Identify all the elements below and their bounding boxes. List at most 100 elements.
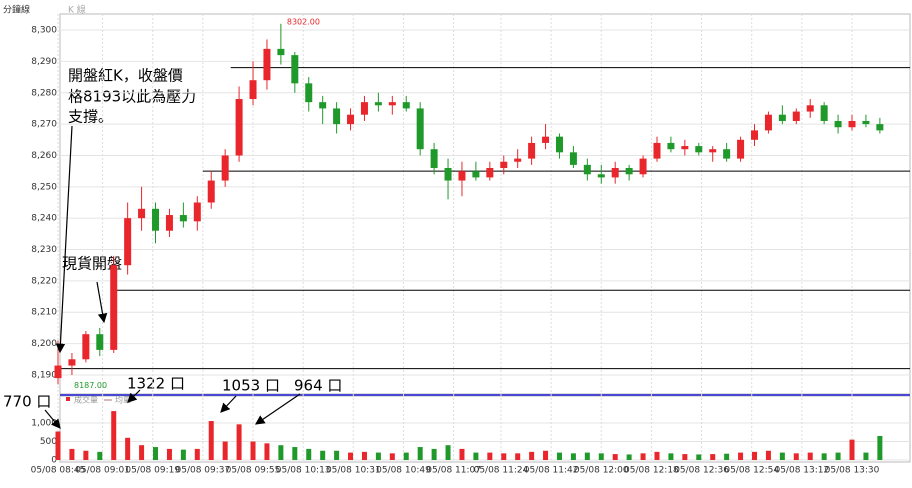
candle-body — [500, 161, 508, 169]
volume-bar — [515, 453, 521, 460]
candle-body — [333, 108, 341, 125]
candle-body — [751, 130, 758, 140]
arrows — [44, 125, 301, 429]
volume-bar — [320, 450, 326, 460]
candle-body — [402, 102, 410, 109]
volume-bar — [752, 451, 757, 460]
volume-bar — [278, 445, 284, 460]
candle-body — [806, 105, 814, 112]
x-tick-label: 05/08 12:54 — [724, 466, 779, 476]
candle-body — [667, 142, 675, 150]
candle-body — [207, 180, 215, 203]
volume-bar — [807, 452, 813, 460]
arrow — [96, 281, 108, 324]
candle-body — [249, 80, 257, 100]
high-label: 8302.00 — [287, 17, 320, 26]
candle-body — [681, 146, 689, 150]
candle-body — [388, 102, 396, 106]
volume-bar — [208, 421, 214, 460]
candle-body — [110, 265, 118, 350]
annotation: 964 口 — [294, 377, 342, 395]
volume-bar — [445, 445, 451, 460]
x-tick-label: 05/08 12:00 — [574, 466, 629, 476]
volume-bar — [849, 439, 855, 460]
candle-body — [876, 124, 884, 131]
y-tick-label: 8,290 — [31, 57, 57, 67]
header-tab[interactable]: K 線 — [68, 4, 86, 16]
volume-bar — [111, 411, 117, 460]
arrow — [127, 389, 141, 403]
volume-bar — [431, 448, 437, 460]
volume-bar — [222, 441, 228, 460]
candle-body — [639, 158, 647, 175]
candle-body — [820, 105, 828, 121]
candle-body — [444, 168, 452, 181]
x-tick-label: 05/08 09:01 — [75, 466, 130, 476]
volume-bar — [487, 452, 493, 460]
volume-bar — [292, 447, 298, 460]
volume-frame — [59, 395, 911, 463]
volume-bar — [417, 447, 423, 460]
candle-body — [778, 114, 786, 121]
volume-bar — [459, 448, 465, 460]
arrow — [44, 409, 61, 429]
candle-body — [862, 120, 870, 125]
candle-body — [764, 114, 772, 131]
candle-body — [221, 155, 229, 181]
volume-bar — [529, 451, 535, 460]
x-tick-label: 05/08 10:49 — [376, 466, 431, 476]
y-tick-label: 1,000 — [31, 419, 57, 429]
candle-body — [138, 208, 146, 219]
volume-bar — [640, 453, 646, 460]
annotation: 開盤紅K，收盤價 — [68, 67, 183, 85]
annotation: 1322 口 — [127, 375, 185, 393]
x-tick-label: 05/08 09:19 — [125, 466, 180, 476]
volume-bar — [696, 454, 702, 460]
volume-bar — [626, 454, 632, 460]
low-label: 8187.00 — [74, 381, 107, 390]
candle-body — [68, 359, 76, 366]
candle-body — [709, 149, 717, 153]
arrow — [220, 395, 237, 413]
y-tick-label: 8,260 — [31, 151, 57, 161]
candle-body — [625, 168, 633, 175]
candle-body — [723, 149, 731, 159]
volume-bar — [710, 454, 716, 460]
x-tick-label: 05/08 13:12 — [774, 466, 829, 476]
arrow — [255, 393, 301, 425]
annotation: 現貨開盤 — [62, 255, 122, 273]
volume-bar — [83, 450, 89, 460]
candle-body — [430, 149, 438, 169]
header: 分鐘線 — [3, 4, 30, 16]
candle-body — [472, 171, 480, 178]
candle-body — [848, 120, 856, 128]
volume-bar — [125, 437, 131, 460]
annotation: 格8193以此為壓力 — [68, 88, 196, 106]
volume-bar — [55, 431, 61, 460]
candle-body — [124, 218, 132, 266]
candle-body — [374, 102, 382, 106]
volume-bar — [153, 447, 159, 460]
candle-body — [96, 334, 104, 350]
annotation: 770 口 — [3, 393, 51, 411]
candle-body — [179, 215, 187, 222]
candle-body — [737, 139, 745, 159]
y-tick-label: 8,250 — [31, 182, 57, 192]
volume-bar — [598, 453, 604, 460]
x-tick-label: 05/08 11:42 — [524, 466, 579, 476]
candle-body — [653, 142, 661, 159]
volume-bar — [724, 453, 730, 460]
volume-bar — [97, 451, 103, 460]
y-tick-label: 8,270 — [31, 120, 57, 130]
volume-bar — [654, 451, 660, 460]
candle-body — [542, 136, 550, 143]
candle-body — [597, 174, 605, 178]
candle-body — [792, 111, 800, 121]
volume-bar — [793, 453, 799, 460]
volume-bar — [863, 452, 869, 460]
volume-bar — [236, 424, 242, 460]
x-tick-label: 05/08 12:18 — [624, 466, 679, 476]
volume-bar — [306, 448, 312, 460]
volume-bar — [821, 453, 827, 460]
